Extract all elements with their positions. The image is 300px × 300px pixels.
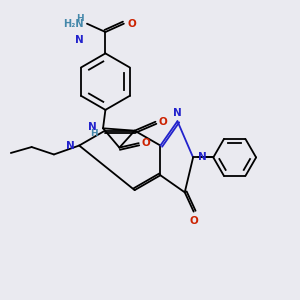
Text: O: O [189,216,198,226]
Text: N: N [173,108,182,118]
Text: N: N [88,122,97,132]
Text: H: H [76,14,84,23]
Text: H₂N: H₂N [63,19,83,29]
Text: O: O [142,138,151,148]
Text: N: N [75,23,84,45]
Text: N: N [66,140,75,151]
Text: O: O [159,117,167,127]
Text: N: N [198,152,206,162]
Text: H: H [90,129,98,138]
Text: O: O [127,19,136,29]
